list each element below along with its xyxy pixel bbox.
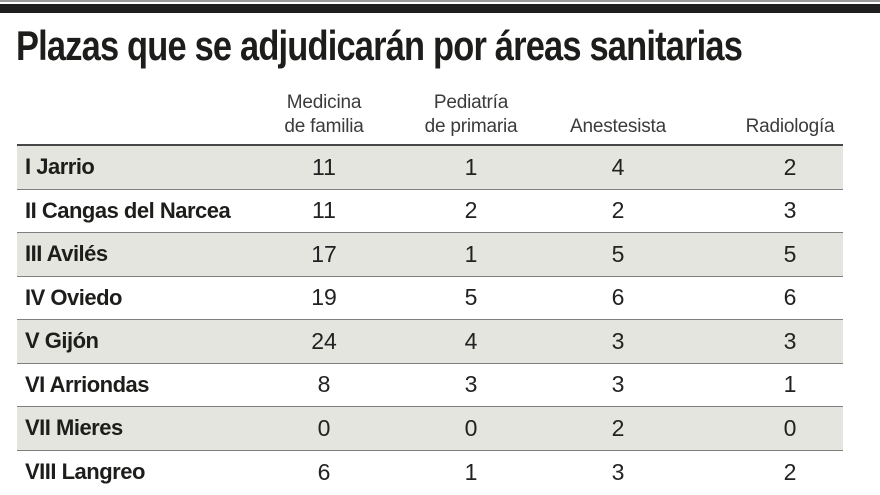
table-row: VI Arriondas 8 3 3 1 — [17, 364, 843, 407]
row-area-label: IV Oviedo — [25, 284, 122, 310]
column-header-line1: Medicina — [286, 92, 362, 113]
cell-value: 3 — [783, 327, 797, 354]
cell-value: 3 — [611, 458, 625, 485]
cell-value: 11 — [312, 197, 336, 224]
cell-value: 2 — [611, 414, 625, 441]
row-area-label: V Gijón — [25, 328, 99, 354]
table-header-row: Medicina de familia Pediatría de primari… — [17, 85, 843, 146]
cell-value: 4 — [464, 327, 478, 354]
cell-value: 0 — [783, 414, 797, 441]
cell-value: 5 — [783, 240, 797, 267]
cell-value: 6 — [783, 284, 797, 311]
cell-value: 3 — [464, 371, 478, 398]
column-header-radiologia: Radiología — [692, 115, 843, 139]
cell-value: 0 — [464, 414, 478, 441]
plazas-table: Medicina de familia Pediatría de primari… — [17, 85, 843, 494]
cell-value: 5 — [464, 284, 478, 311]
column-header-line2: Anestesista — [569, 116, 667, 137]
cell-value: 1 — [783, 371, 797, 398]
top-bar-thin-line — [0, 0, 880, 2]
row-area-label: III Avilés — [25, 241, 108, 267]
top-bar-gap — [0, 2, 880, 4]
cell-value: 2 — [783, 458, 797, 485]
column-header-pediatria-primaria: Pediatría de primaria — [398, 91, 544, 139]
cell-value: 6 — [317, 458, 331, 485]
table-row: II Cangas del Narcea 11 2 2 3 — [17, 190, 843, 233]
cell-value: 17 — [311, 240, 337, 267]
table-row: VIII Langreo 6 1 3 2 — [17, 451, 843, 495]
cell-value: 1 — [464, 240, 478, 267]
row-area-label: I Jarrio — [25, 154, 95, 180]
row-area-label: II Cangas del Narcea — [25, 197, 231, 223]
cell-value: 0 — [317, 414, 331, 441]
cell-value: 3 — [611, 371, 625, 398]
top-bar-black-rule — [0, 4, 880, 13]
top-bar — [0, 0, 880, 13]
cell-value: 19 — [311, 284, 337, 311]
column-header-medicina-familia: Medicina de familia — [250, 91, 398, 139]
column-header-line2: de familia — [284, 116, 364, 137]
page-title: Plazas que se adjudicarán por áreas sani… — [16, 22, 743, 69]
cell-value: 8 — [317, 371, 331, 398]
row-area-label: VI Arriondas — [25, 371, 150, 397]
table-row: V Gijón 24 4 3 3 — [17, 320, 843, 364]
cell-value: 2 — [611, 197, 625, 224]
table-row: VII Mieres 0 0 2 0 — [17, 407, 843, 451]
cell-value: 5 — [611, 240, 625, 267]
cell-value: 4 — [611, 153, 625, 180]
table-row: III Avilés 17 1 5 5 — [17, 233, 843, 277]
cell-value: 1 — [464, 458, 478, 485]
cell-value: 1 — [464, 153, 478, 180]
column-header-line2: Radiología — [745, 116, 835, 137]
cell-value: 6 — [611, 284, 625, 311]
table-row: I Jarrio 11 1 4 2 — [17, 146, 843, 190]
cell-value: 3 — [783, 197, 797, 224]
cell-value: 24 — [311, 327, 337, 354]
column-header-line1: Pediatría — [433, 92, 509, 113]
row-area-label: VIII Langreo — [25, 459, 145, 485]
cell-value: 3 — [611, 327, 625, 354]
row-area-label: VII Mieres — [25, 415, 123, 441]
column-header-anestesista: Anestesista — [544, 115, 692, 139]
cell-value: 11 — [312, 153, 336, 180]
cell-value: 2 — [783, 153, 797, 180]
table-row: IV Oviedo 19 5 6 6 — [17, 277, 843, 320]
column-header-line2: de primaria — [424, 116, 518, 137]
cell-value: 2 — [464, 197, 478, 224]
